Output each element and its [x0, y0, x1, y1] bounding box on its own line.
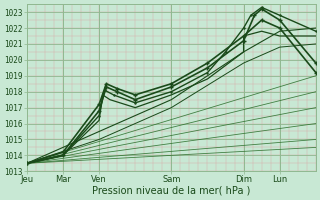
X-axis label: Pression niveau de la mer( hPa ): Pression niveau de la mer( hPa )	[92, 186, 251, 196]
